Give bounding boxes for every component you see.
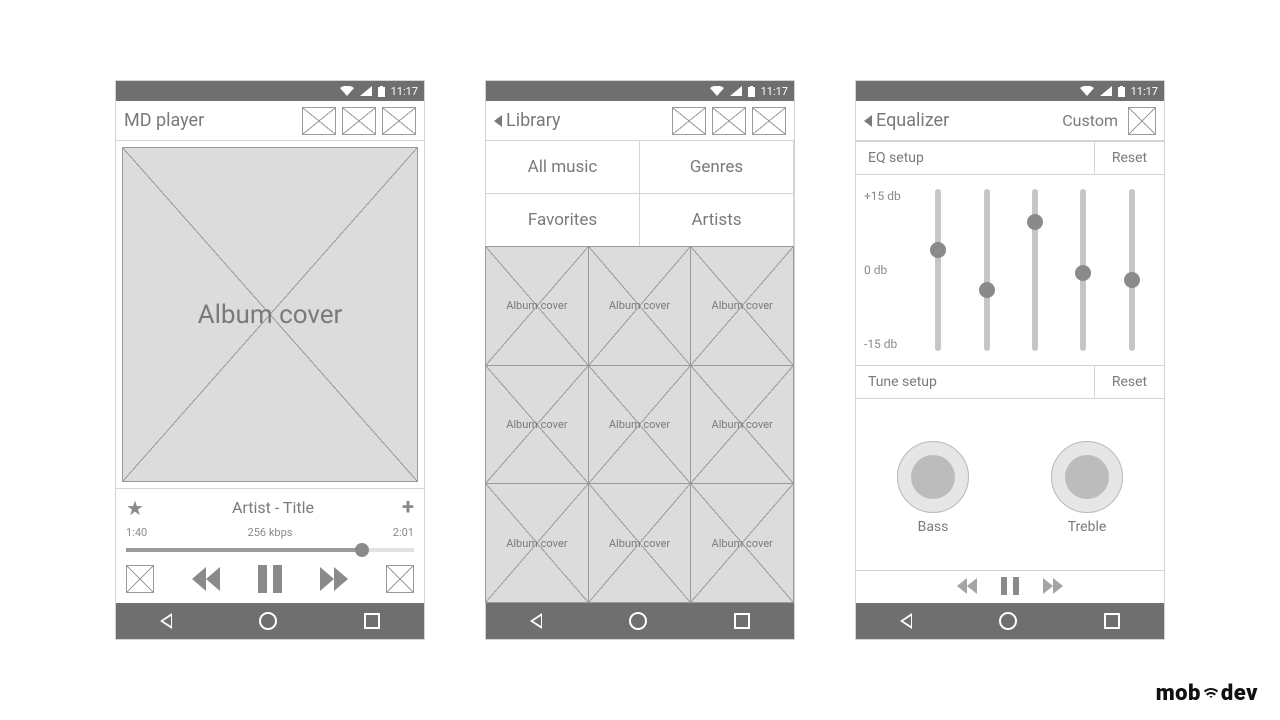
eq-reset-button[interactable]: Reset xyxy=(1094,142,1164,174)
header-action-3[interactable] xyxy=(382,107,416,135)
track-title: Artist - Title xyxy=(144,498,402,517)
tune-setup-label: Tune setup xyxy=(856,366,1094,398)
status-bar: 11:17 xyxy=(116,81,424,101)
battery-icon xyxy=(378,86,385,97)
back-icon[interactable] xyxy=(864,115,872,127)
album-thumb[interactable]: Album cover xyxy=(485,483,589,603)
category-all-music[interactable]: All music xyxy=(485,140,640,194)
knob-treble[interactable]: Treble xyxy=(1051,441,1123,535)
tune-setup-bar: Tune setup Reset xyxy=(856,365,1164,399)
battery-icon xyxy=(1118,86,1125,97)
eq-slider-5[interactable] xyxy=(1122,185,1142,355)
eq-slider-2[interactable] xyxy=(977,185,997,355)
android-nav-bar xyxy=(116,603,424,639)
back-icon[interactable] xyxy=(494,115,502,127)
header-action-1[interactable] xyxy=(672,107,706,135)
favorite-icon[interactable]: ★ xyxy=(126,496,144,520)
repeat-button[interactable] xyxy=(386,565,414,593)
wifi-icon xyxy=(1080,86,1094,96)
status-bar: 11:17 xyxy=(856,81,1164,101)
time-elapsed: 1:40 xyxy=(126,526,147,539)
nav-home-icon[interactable] xyxy=(999,612,1017,630)
album-thumb[interactable]: Album cover xyxy=(485,246,589,366)
status-bar: 11:17 xyxy=(486,81,794,101)
album-thumb[interactable]: Album cover xyxy=(485,365,589,485)
category-genres[interactable]: Genres xyxy=(639,140,794,194)
album-grid: Album coverAlbum coverAlbum coverAlbum c… xyxy=(486,247,794,603)
category-grid: All musicGenresFavoritesArtists xyxy=(486,141,794,247)
rewind-button[interactable] xyxy=(192,567,220,591)
nav-home-icon[interactable] xyxy=(629,612,647,630)
nav-recent-icon[interactable] xyxy=(364,613,380,629)
battery-icon xyxy=(748,86,755,97)
tune-reset-button[interactable]: Reset xyxy=(1094,366,1164,398)
bitrate: 256 kbps xyxy=(248,526,293,539)
app-title: MD player xyxy=(124,110,296,131)
add-icon[interactable]: + xyxy=(402,495,414,520)
eq-slider-1[interactable] xyxy=(928,185,948,355)
now-playing: ★ Artist - Title + 1:40 256 kbps 2:01 xyxy=(116,488,424,557)
category-artists[interactable]: Artists xyxy=(639,193,794,247)
eq-scale-labels: +15 db 0 db -15 db xyxy=(864,185,914,355)
app-header: Equalizer Custom xyxy=(856,101,1164,141)
status-time: 11:17 xyxy=(391,85,418,98)
header-action-2[interactable] xyxy=(712,107,746,135)
status-time: 11:17 xyxy=(1131,85,1158,98)
header-action-2[interactable] xyxy=(342,107,376,135)
nav-back-icon[interactable] xyxy=(900,613,912,629)
nav-recent-icon[interactable] xyxy=(1104,613,1120,629)
pause-button[interactable] xyxy=(1001,577,1019,595)
android-nav-bar xyxy=(486,603,794,639)
shuffle-button[interactable] xyxy=(126,565,154,593)
eq-slider-4[interactable] xyxy=(1073,185,1093,355)
album-cover[interactable]: Album cover xyxy=(122,147,418,482)
nav-home-icon[interactable] xyxy=(259,612,277,630)
time-total: 2:01 xyxy=(393,526,414,539)
album-cover-label: Album cover xyxy=(198,300,343,330)
app-header: Library xyxy=(486,101,794,141)
android-nav-bar xyxy=(856,603,1164,639)
album-thumb[interactable]: Album cover xyxy=(588,246,692,366)
eq-setup-label: EQ setup xyxy=(856,142,1094,174)
header-action-3[interactable] xyxy=(752,107,786,135)
brand-wifi-icon xyxy=(1202,688,1220,702)
preset-label[interactable]: Custom xyxy=(1062,111,1118,130)
album-thumb[interactable]: Album cover xyxy=(588,365,692,485)
album-thumb[interactable]: Album cover xyxy=(690,365,794,485)
phone-player: 11:17 MD player Album cover ★ Artist - T… xyxy=(115,80,425,640)
playback-controls xyxy=(116,557,424,603)
signal-icon xyxy=(360,86,372,96)
forward-button[interactable] xyxy=(320,567,348,591)
progress-bar[interactable] xyxy=(126,543,414,557)
rewind-button[interactable] xyxy=(957,578,977,594)
phone-equalizer: 11:17 Equalizer Custom EQ setup Reset +1… xyxy=(855,80,1165,640)
tune-knobs-area: Bass Treble xyxy=(856,399,1164,570)
wifi-icon xyxy=(710,86,724,96)
eq-sliders-area: +15 db 0 db -15 db xyxy=(856,175,1164,365)
mini-playback-controls xyxy=(856,570,1164,603)
eq-slider-3[interactable] xyxy=(1025,185,1045,355)
phone-library: 11:17 Library All musicGenresFavoritesAr… xyxy=(485,80,795,640)
status-time: 11:17 xyxy=(761,85,788,98)
album-thumb[interactable]: Album cover xyxy=(690,246,794,366)
signal-icon xyxy=(730,86,742,96)
preset-menu-button[interactable] xyxy=(1128,107,1156,135)
knob-bass[interactable]: Bass xyxy=(897,441,969,535)
eq-setup-bar: EQ setup Reset xyxy=(856,141,1164,175)
album-thumb[interactable]: Album cover xyxy=(690,483,794,603)
category-favorites[interactable]: Favorites xyxy=(485,193,640,247)
app-header: MD player xyxy=(116,101,424,141)
nav-back-icon[interactable] xyxy=(530,613,542,629)
screen-title[interactable]: Library xyxy=(494,110,666,131)
forward-button[interactable] xyxy=(1043,578,1063,594)
brand-logo: mob dev xyxy=(1156,681,1258,706)
album-thumb[interactable]: Album cover xyxy=(588,483,692,603)
header-action-1[interactable] xyxy=(302,107,336,135)
nav-recent-icon[interactable] xyxy=(734,613,750,629)
wifi-icon xyxy=(340,86,354,96)
pause-button[interactable] xyxy=(258,565,282,593)
nav-back-icon[interactable] xyxy=(160,613,172,629)
signal-icon xyxy=(1100,86,1112,96)
screen-title[interactable]: Equalizer xyxy=(864,110,1056,131)
